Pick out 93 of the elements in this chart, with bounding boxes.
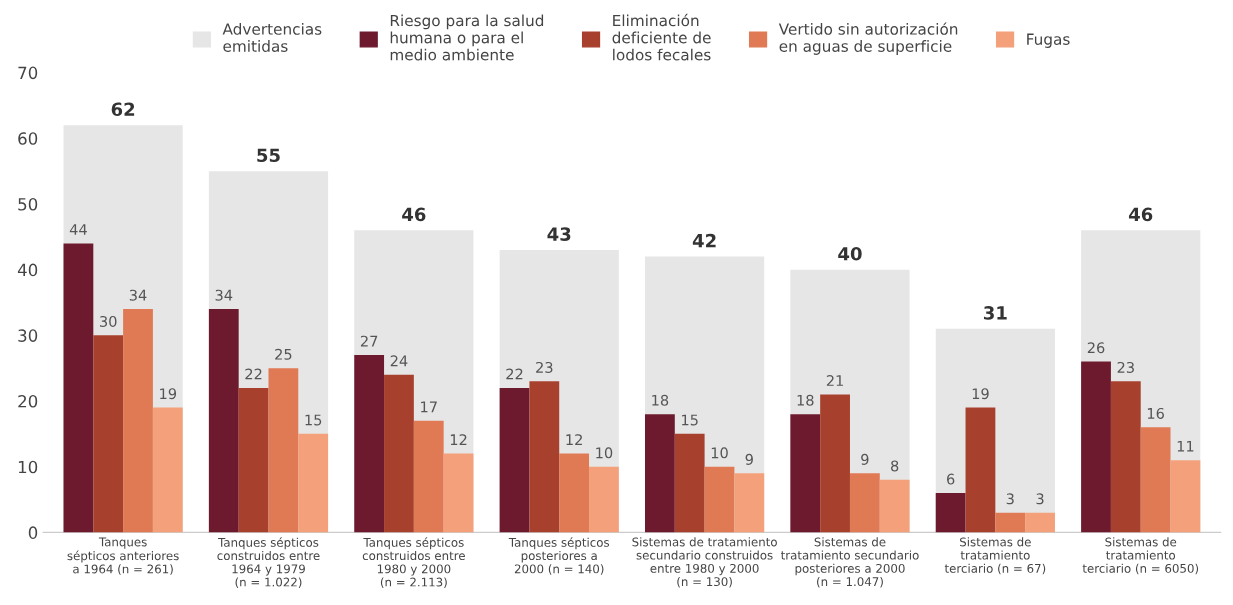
x-tick-label: Sistemas de tratamiento terciario (n = 67) xyxy=(944,537,1046,575)
bar xyxy=(208,309,239,533)
data-label: 16 xyxy=(1147,407,1164,419)
data-label: 15 xyxy=(682,414,698,426)
data-label: 10 xyxy=(596,447,613,459)
data-label: 18 xyxy=(652,394,669,406)
data-label: 10 xyxy=(711,447,728,459)
data-label: 9 xyxy=(745,453,753,465)
data-label: 19 xyxy=(972,388,989,400)
bar xyxy=(152,407,183,533)
bar xyxy=(238,387,269,533)
data-label: 8 xyxy=(891,460,899,472)
bar xyxy=(820,394,850,533)
y-tick-label: 60 xyxy=(18,132,38,145)
bar xyxy=(559,453,590,533)
data-label: 44 xyxy=(69,224,87,235)
data-label: 55 xyxy=(257,148,280,163)
bar xyxy=(443,453,474,533)
data-label: 40 xyxy=(838,246,862,261)
bar xyxy=(1140,427,1171,533)
bar xyxy=(879,479,910,533)
data-label: 22 xyxy=(245,368,262,380)
data-label: 21 xyxy=(826,375,843,386)
x-tick-label: Sistemas de tratamiento terciario (n = 6050) xyxy=(1082,537,1199,575)
data-label: 62 xyxy=(111,102,135,117)
bar xyxy=(1025,512,1055,533)
data-label: 12 xyxy=(450,434,467,445)
data-label: 42 xyxy=(692,233,716,248)
x-tick-label: Tanques sépticos construidos entre 1980 y 2000 (n = 2.113) xyxy=(362,537,465,588)
data-label: 34 xyxy=(215,289,233,301)
bar xyxy=(413,420,444,533)
data-label: 12 xyxy=(566,434,582,445)
legend-label: Eliminación deficiente de lodos fecales xyxy=(612,13,711,61)
data-label: 31 xyxy=(983,306,1007,320)
bar xyxy=(499,387,530,533)
bar xyxy=(1110,381,1141,533)
bar xyxy=(1081,361,1111,533)
x-tick-label: Tanques sépticos anteriores a 1964 (n = 261) xyxy=(67,537,179,575)
data-label: 3 xyxy=(1006,493,1014,505)
data-label: 26 xyxy=(1087,342,1105,354)
data-label: 22 xyxy=(506,368,523,380)
data-label: 15 xyxy=(305,414,322,426)
data-label: 43 xyxy=(547,227,571,241)
x-tick-label: Sistemas de tratamiento secundario posteriores a 2000 (n = 1.047) xyxy=(780,537,919,588)
bar xyxy=(529,381,560,533)
bar xyxy=(965,407,996,533)
data-label: 23 xyxy=(1117,361,1134,373)
data-label: 27 xyxy=(360,335,378,347)
data-label: 9 xyxy=(861,453,869,465)
y-tick-label: 40 xyxy=(17,263,38,277)
data-label: 25 xyxy=(275,348,292,360)
bar xyxy=(704,466,735,533)
bar xyxy=(734,473,765,533)
bar xyxy=(1170,460,1201,533)
data-label: 17 xyxy=(421,401,437,413)
bar xyxy=(298,433,329,533)
data-label: 23 xyxy=(536,361,553,373)
bar xyxy=(645,414,675,533)
x-tick-label: Tanques sépticos construidos entre 1964 y 1979 (n = 1.022) xyxy=(217,537,320,588)
y-tick-label: 10 xyxy=(18,460,38,474)
data-label: 3 xyxy=(1036,493,1044,505)
data-label: 18 xyxy=(797,394,814,406)
y-tick-label: 50 xyxy=(18,197,38,211)
bar xyxy=(589,466,619,533)
bar xyxy=(123,309,153,533)
bar xyxy=(935,492,966,533)
bar xyxy=(93,335,124,533)
bar xyxy=(268,368,299,533)
data-label: 19 xyxy=(160,388,177,400)
data-label: 30 xyxy=(100,315,117,327)
legend-label: Fugas xyxy=(1027,33,1070,48)
bar xyxy=(674,433,705,533)
x-tick-label: Tanques sépticos posteriores a 2000 (n = 140) xyxy=(508,537,610,575)
data-label: 34 xyxy=(129,289,147,301)
data-label: 6 xyxy=(947,473,955,485)
legend-label: Advertencias emitidas xyxy=(222,23,322,52)
bar xyxy=(384,374,414,533)
data-label: 46 xyxy=(1128,207,1153,222)
legend-label: Vertido sin autorización en aguas de superficie xyxy=(778,22,958,55)
data-label: 11 xyxy=(1177,440,1194,452)
x-tick-label: Sistemas de tratamiento secundario construidos entre 1980 y 2000 (n = 130) xyxy=(632,537,777,588)
bar xyxy=(63,243,94,533)
y-tick-label: 30 xyxy=(18,329,38,342)
bar xyxy=(995,512,1026,533)
data-label: 24 xyxy=(390,355,408,367)
bar xyxy=(849,473,880,533)
y-tick-label: 0 xyxy=(28,526,38,539)
y-tick-label: 70 xyxy=(18,66,38,80)
data-label: 46 xyxy=(402,207,426,222)
y-tick-label: 20 xyxy=(18,394,38,408)
bar xyxy=(790,414,821,533)
legend-label: Riesgo para la salud humana o para el medio ambiente xyxy=(390,14,544,61)
bar xyxy=(354,355,385,533)
